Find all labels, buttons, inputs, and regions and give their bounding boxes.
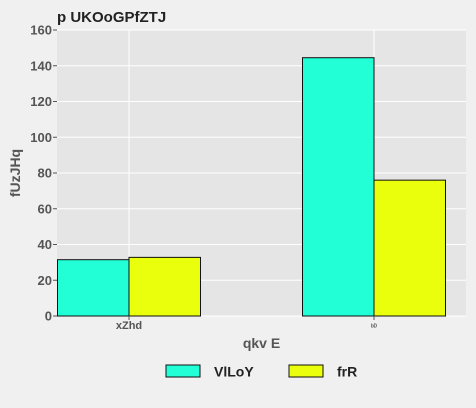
- y-tick-label-6: 120: [30, 94, 52, 109]
- bar-2-2: [373, 179, 446, 317]
- chart-title: p UKOoGPfZTJ: [57, 9, 166, 26]
- legend-label-2: frR: [337, 364, 357, 380]
- x-axis-ticks: xZhd ᵇᴰ: [116, 316, 378, 332]
- legend-swatch-1: [165, 364, 201, 378]
- y-tick-label-4: 80: [38, 166, 52, 181]
- y-tick-label-5: 100: [30, 130, 52, 145]
- legend-swatch-2: [288, 364, 324, 378]
- bar-2-1: [128, 256, 201, 317]
- y-tick-label-1: 20: [38, 273, 52, 288]
- y-tick-label-0: 0: [45, 309, 52, 324]
- legend: VlLoY frR: [165, 364, 357, 380]
- y-tick-label-7: 140: [30, 58, 52, 73]
- y-tick-label-3: 60: [38, 201, 52, 216]
- x-tick-label-1: ᵇᴰ: [371, 324, 378, 331]
- legend-label-1: VlLoY: [214, 364, 254, 380]
- bar-1-2: [302, 57, 375, 317]
- bar-1-1: [57, 259, 130, 317]
- y-axis-label: fUzJHq: [7, 149, 23, 197]
- y-tick-label-8: 160: [30, 23, 52, 38]
- x-tick-label-0: xZhd: [116, 320, 142, 332]
- bars-group: [57, 57, 446, 317]
- y-axis-ticks: 0 20 40 60 80 100 120 140 160: [30, 23, 57, 324]
- y-tick-label-2: 40: [38, 237, 52, 252]
- x-axis-label: qkv E: [243, 335, 280, 351]
